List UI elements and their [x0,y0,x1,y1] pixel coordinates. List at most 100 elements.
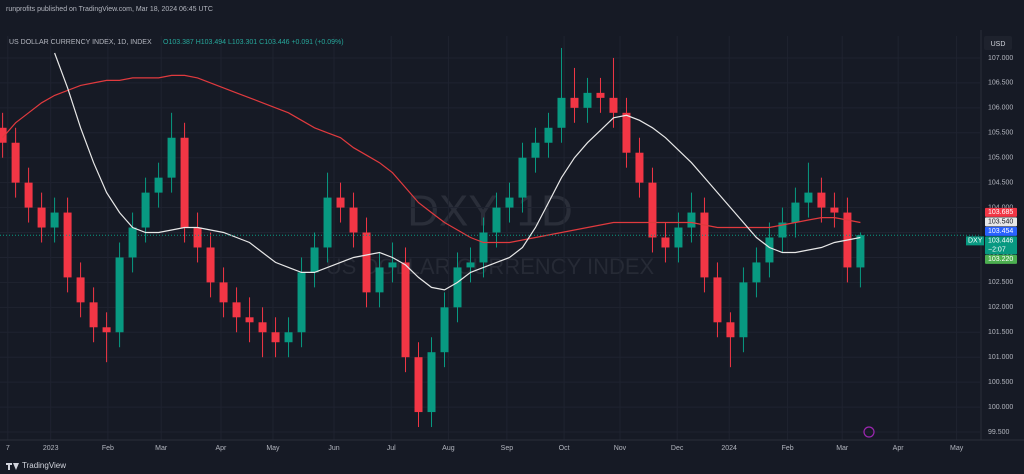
candle-body [89,302,98,328]
price-label-box [985,207,1017,217]
candle-body [765,237,774,263]
y-tick-label: 100.500 [988,379,1013,386]
candle-body [713,277,722,323]
candle-body [557,97,566,128]
candle-body [752,262,761,283]
y-tick-label: 107.000 [988,55,1013,62]
candle-body [219,282,228,303]
symbol: US DOLLAR CURRENCY INDEX, 1D, INDEX [9,39,152,46]
candle-body [310,247,319,273]
x-tick-label: Oct [559,445,570,452]
candle-body [388,262,397,268]
candle-body [323,197,332,248]
x-tick-label: Nov [614,445,627,452]
x-tick-label: Jul [387,445,396,452]
price-label: 103.220 [988,256,1013,263]
price-label-box [985,236,1017,255]
candle-body [167,137,176,178]
x-tick-label: 7 [6,445,10,452]
candle-body [128,227,137,258]
x-tick-label: Dec [671,445,684,452]
candle-body [570,97,579,108]
candle-body [271,332,280,343]
price-label-box [985,254,1017,264]
candle-body [687,212,696,228]
candle-body [50,212,59,228]
candle-body [661,237,670,248]
footer-bar [0,456,1024,474]
candle-body [336,197,345,208]
candle-body [622,112,631,153]
candle-body [11,142,20,183]
price-label-box [985,217,1017,227]
candle-body [544,127,553,143]
candle-body [102,327,111,333]
event-icon[interactable] [863,426,875,438]
x-tick-label: Mar [155,445,168,452]
ticker: DXY [968,238,983,245]
candle-body [635,152,644,183]
candle-body [817,192,826,208]
y-tick-label: 102.000 [988,304,1013,311]
candle-body [362,232,371,293]
candle-body [648,182,657,238]
candle-body [596,92,605,98]
candle-body [349,207,358,233]
candle-body [375,267,384,293]
candle-body [531,142,540,158]
candle-body [297,272,306,333]
candle-body [739,282,748,338]
candle-body [856,235,865,268]
logo [6,463,19,470]
candle-body [24,182,33,208]
y-tick-label: 101.000 [988,354,1013,361]
candle-body [804,192,813,203]
candle-body [401,262,410,358]
candle-body [0,127,7,143]
price-label: 103.446 [988,238,1013,245]
y-tick-label: 101.500 [988,329,1013,336]
candle-body [284,332,293,343]
candle-body [492,207,501,233]
y-tick-label: 104.500 [988,179,1013,186]
y-tick-label: 102.500 [988,279,1013,286]
x-tick-label: Jun [328,445,339,452]
candle-body [674,227,683,248]
y-tick-label: 100.000 [988,404,1013,411]
currency-box [984,36,1012,50]
candle-body [479,232,488,263]
publisher: runprofits published on TradingView.com,… [6,6,213,13]
countdown: −2:07 [988,247,1006,254]
x-tick-label: May [950,445,964,452]
x-tick-label: Apr [216,445,228,452]
candle-body [206,247,215,283]
candle-body [141,192,150,228]
candle-body [700,212,709,278]
candle-body [232,302,241,318]
candle-body [115,257,124,333]
candle-body [505,197,514,208]
x-tick-label: Feb [782,445,794,452]
moving-average [54,52,861,291]
currency: USD [991,41,1006,48]
ohlc-text: O103.387 H103.494 L103.301 C103.446 +0.0… [163,39,344,46]
candle-body [245,317,254,323]
ticker-box [966,236,984,246]
y-tick-label: 99.500 [988,429,1010,436]
x-tick-label: Aug [442,445,455,452]
candle-body [154,177,163,193]
candle-body [193,227,202,248]
x-tick-label: Sep [501,445,514,452]
x-tick-label: Feb [102,445,114,452]
candle-body [427,352,436,413]
y-tick-label: 105.000 [988,155,1013,162]
candle-body [37,207,46,228]
candle-body [726,322,735,338]
candle-body [76,277,85,303]
y-tick-label: 105.500 [988,130,1013,137]
candle-body [518,157,527,198]
watermark: DXY, 1D [407,187,573,236]
moving-average [2,74,861,244]
candle-body [791,202,800,223]
